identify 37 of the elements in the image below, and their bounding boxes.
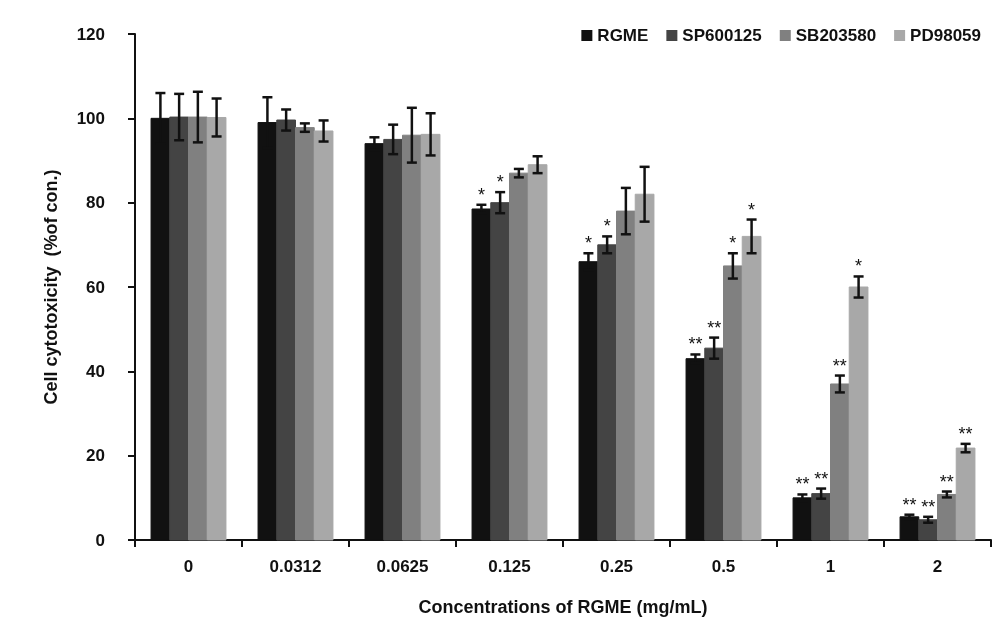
- data-label: *: [496, 172, 504, 193]
- x-tick-label: 0: [183, 557, 194, 576]
- x-tick-label: 0.25: [599, 557, 634, 576]
- data-label: **: [921, 496, 936, 517]
- legend-label: SP600125: [682, 26, 762, 45]
- x-tick-label: 1: [825, 557, 836, 576]
- data-label: **: [939, 471, 954, 492]
- x-tick-label: 2: [932, 557, 943, 576]
- data-label: *: [729, 233, 737, 254]
- legend-label: RGME: [597, 26, 649, 45]
- data-label: **: [795, 474, 810, 495]
- data-label: **: [832, 355, 847, 376]
- legend-label: SB203580: [795, 26, 877, 45]
- data-label: *: [748, 199, 756, 220]
- data-label: **: [902, 494, 917, 515]
- y-tick-label: 40: [86, 361, 105, 381]
- data-label: **: [707, 317, 722, 338]
- y-tick-label: 20: [86, 446, 105, 466]
- y-tick-label: 60: [86, 277, 105, 297]
- x-tick-label: 0.0312: [269, 557, 322, 576]
- x-axis-title: Concentrations of RGME (mg/mL): [418, 597, 708, 617]
- data-label: **: [814, 468, 829, 489]
- x-tick-label: 0.0625: [376, 557, 429, 576]
- legend-label: PD98059: [910, 26, 981, 45]
- x-tick-label: 0.5: [711, 557, 736, 576]
- y-tick-label: 120: [76, 24, 105, 44]
- data-label: *: [584, 233, 592, 254]
- y-tick-label: 100: [76, 108, 105, 128]
- data-label: *: [603, 216, 611, 237]
- data-label: *: [855, 256, 863, 277]
- data-label: **: [958, 423, 973, 444]
- y-axis-title: Cell cytotoxicity (%of con.): [41, 169, 61, 405]
- x-tick-label: 0.125: [488, 557, 531, 576]
- y-tick-label: 80: [86, 193, 105, 213]
- y-tick-label: 0: [95, 530, 105, 550]
- data-label: **: [688, 334, 703, 355]
- data-label: *: [477, 184, 485, 205]
